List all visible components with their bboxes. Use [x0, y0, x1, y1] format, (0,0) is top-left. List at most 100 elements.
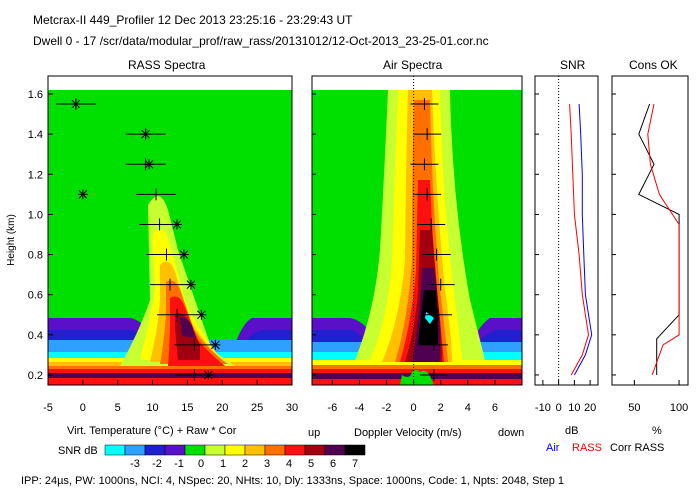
- snr-panel-title: SNR: [560, 58, 586, 72]
- rass-cor-stroke: [186, 280, 196, 290]
- snr-frame: [534, 75, 599, 386]
- rass-cor-point: [210, 339, 221, 350]
- snr-x-tick-label: 10: [568, 402, 580, 414]
- cons-frame: [611, 75, 689, 386]
- cons-x-tick-label: 50: [628, 402, 640, 414]
- y-tick-label: 0.6: [28, 290, 43, 302]
- rass-cor-point: [196, 309, 207, 320]
- air-x-tick-label: -4: [355, 402, 365, 414]
- colorbar-tick-label: 0: [198, 458, 204, 470]
- rass-cor-point: [178, 249, 189, 260]
- air-x-tick-label: 4: [465, 402, 471, 414]
- snr-air-line: [573, 103, 593, 376]
- colorbar-tick-label: 6: [330, 458, 336, 470]
- rass-x-tick-label: 20: [216, 402, 228, 414]
- snr-rass-line: [569, 103, 590, 376]
- cons-air-line: [638, 103, 680, 375]
- up-note: up: [308, 427, 321, 439]
- y-tick-label: 0.8: [28, 250, 43, 262]
- rass-x-tick-label: -5: [43, 402, 53, 414]
- colorbar-swatch: [104, 444, 126, 456]
- rass-cor-point: [203, 369, 214, 380]
- snr-legend-air: Air: [546, 442, 560, 454]
- air-frame: [311, 75, 523, 386]
- rass-cor-point: [70, 99, 81, 110]
- colorbar-swatch: [324, 444, 346, 456]
- colorbar-tick-label: 1: [220, 458, 226, 470]
- air-x-tick-label: 6: [492, 402, 498, 414]
- rass-cor-stroke: [141, 129, 150, 139]
- y-tick-label: 1.0: [28, 209, 43, 221]
- dwell-path: Dwell 0 - 17 /scr/data/modular_prof/raw_…: [33, 34, 489, 48]
- rass-cor-point: [185, 279, 196, 290]
- rass-panel-title: RASS Spectra: [128, 58, 206, 72]
- colorbar-swatch: [164, 444, 186, 456]
- air-panel-title: Air Spectra: [383, 58, 443, 72]
- colorbar-tick-label: 4: [286, 458, 292, 470]
- colorbar-tick-label: 2: [242, 458, 248, 470]
- rass-cor-stroke: [172, 220, 182, 229]
- down-note: down: [498, 427, 525, 439]
- y-tick-label: 0.2: [28, 370, 43, 382]
- rass-x-tick-label: 0: [80, 402, 86, 414]
- rass-contour: [48, 90, 292, 385]
- rass-cor-stroke: [179, 250, 189, 259]
- footer-params: IPP: 24µs, PW: 1000ns, NCI: 4, NSpec: 20…: [21, 475, 564, 487]
- air-x-tick-label: -6: [327, 402, 337, 414]
- snr-legend-corr: Corr RASS: [610, 442, 665, 454]
- plot-title: Metcrax-II 449_Profiler 12 Dec 2013 23:2…: [33, 13, 353, 27]
- air-x-tick-label: 2: [438, 402, 444, 414]
- air-contour: [312, 90, 522, 385]
- rass-cor-stroke: [210, 340, 220, 350]
- colorbar-tick-label: 3: [264, 458, 270, 470]
- colorbar-swatch: [124, 444, 146, 456]
- marks-layer: [55, 98, 680, 381]
- cons-x-label: %: [652, 425, 662, 437]
- colorbar-swatch: [224, 444, 246, 456]
- colorbar-tick-label: 7: [352, 458, 358, 470]
- rass-cor-stroke: [71, 99, 81, 109]
- colorbar-swatch: [264, 444, 286, 456]
- colorbar-swatch: [184, 444, 206, 456]
- rass-x-tick-label: 25: [251, 402, 263, 414]
- snr-x-label: dB: [565, 425, 579, 437]
- snr-x-tick-label: 20: [584, 402, 596, 414]
- colorbar-swatch: [204, 444, 226, 456]
- colorbar-tick-label: 5: [308, 458, 314, 470]
- y-tick-label: 1.2: [28, 169, 43, 181]
- cons-panel-title: Cons OK: [629, 58, 678, 72]
- y-tick-label: 1.6: [28, 89, 43, 101]
- colorbar-swatch: [344, 444, 366, 456]
- rass-frame: [47, 75, 293, 386]
- rass-x-tick-label: 10: [146, 402, 158, 414]
- snr-x-tick-label: 0: [556, 402, 562, 414]
- rass-x-tick-label: 5: [115, 402, 121, 414]
- colorbar-tick-label: -2: [152, 458, 162, 470]
- y-tick-label: 1.4: [28, 129, 43, 141]
- y-tick-label: 0.4: [28, 330, 43, 342]
- axes-layer: 0.2 0.4 0.6 0.8 1.0 1.2 1.4 1.6 Height (km) -5 0 5 1…: [6, 75, 689, 470]
- colorbar-swatch: [244, 444, 266, 456]
- rass-x-tick-label: 15: [181, 402, 193, 414]
- snr-x-tick-label: -10: [535, 402, 551, 414]
- rass-x-label: Virt. Temperature (°C) + Raw * Cor: [67, 425, 237, 437]
- rass-cor-point: [140, 129, 151, 140]
- rass-cor-point: [77, 189, 88, 200]
- y-axis-label: Height (km): [6, 214, 17, 266]
- air-x-tick-label: -2: [382, 402, 392, 414]
- rass-cor-point: [171, 219, 182, 230]
- air-x-label: Doppler Velocity (m/s): [354, 427, 462, 439]
- rass-cor-point: [144, 159, 155, 170]
- colorbar-tick-label: -1: [174, 458, 184, 470]
- colorbar-swatch: [284, 444, 306, 456]
- rass-cor-stroke: [197, 310, 206, 320]
- colorbar-swatch: [304, 444, 326, 456]
- cons-x-tick-label: 100: [670, 402, 688, 414]
- rass-cor-stroke: [203, 370, 213, 380]
- rass-x-tick-label: 30: [286, 402, 298, 414]
- air-x-tick-label: 0: [411, 402, 417, 414]
- rass-cor-stroke: [78, 190, 88, 199]
- colorbar-label: SNR dB: [58, 445, 98, 457]
- cons-rass-line: [647, 103, 680, 376]
